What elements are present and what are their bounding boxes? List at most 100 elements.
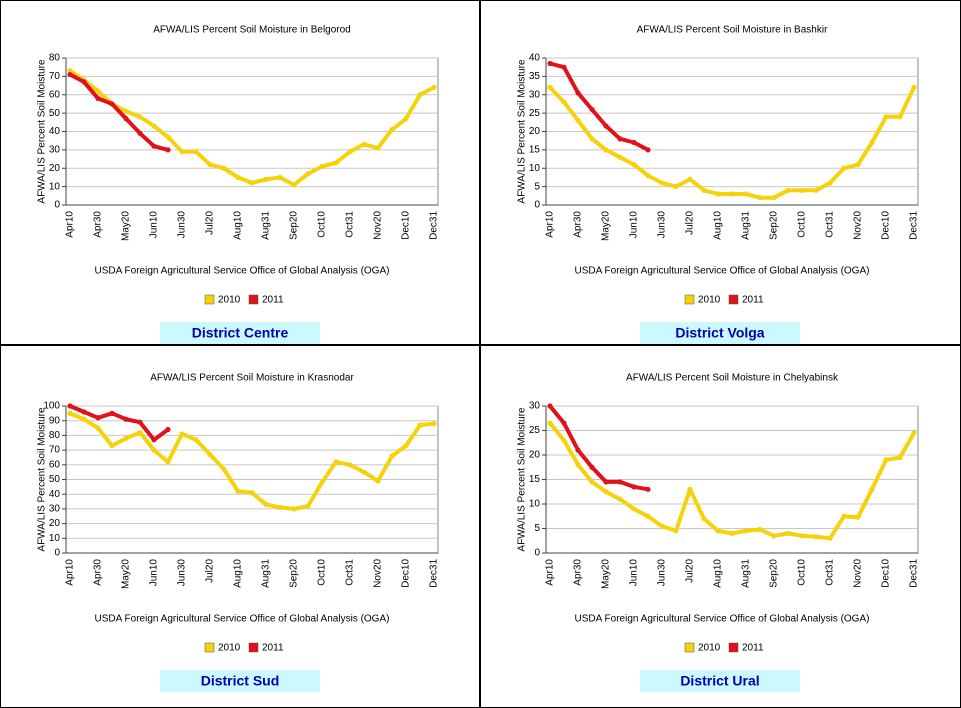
data-point	[109, 101, 115, 107]
data-point	[165, 459, 171, 465]
data-point	[137, 114, 143, 120]
data-point	[883, 114, 889, 120]
data-point	[575, 117, 581, 124]
data-point	[403, 443, 409, 449]
data-point	[575, 447, 581, 453]
district-label: District Sud	[201, 673, 280, 689]
x-tick-label: Apr30	[573, 211, 584, 238]
data-point	[631, 484, 637, 490]
x-tick-label: Aug31	[261, 211, 272, 240]
y-tick-label: 30	[49, 145, 61, 156]
data-point	[869, 486, 875, 492]
x-tick-label: Nov20	[373, 211, 384, 240]
data-point	[687, 486, 693, 492]
data-point	[123, 435, 129, 441]
x-tick-label: Dec31	[909, 559, 920, 588]
x-tick-label: Aug10	[233, 211, 244, 240]
y-tick-label: 0	[54, 548, 60, 559]
data-point	[897, 454, 903, 461]
data-point	[561, 420, 567, 426]
data-point	[123, 416, 129, 422]
data-point	[123, 108, 129, 114]
data-point	[687, 176, 693, 182]
y-tick-label: 30	[49, 504, 61, 515]
district-box	[160, 670, 320, 692]
data-point	[165, 426, 171, 433]
data-point	[291, 506, 297, 512]
y-tick-label: 80	[49, 430, 61, 441]
data-point	[431, 421, 437, 427]
data-point	[547, 60, 553, 67]
data-point	[631, 139, 637, 146]
data-point	[715, 528, 721, 534]
data-point	[347, 149, 353, 155]
x-tick-label: Sep20	[769, 559, 780, 588]
district-label: District Ural	[680, 673, 759, 689]
x-tick-label: Dec10	[881, 559, 892, 588]
data-point	[701, 516, 707, 522]
legend-label: 2010	[698, 295, 721, 306]
data-point	[333, 160, 339, 166]
data-point	[771, 533, 777, 539]
x-tick-label: Aug10	[713, 211, 724, 240]
data-point	[403, 116, 409, 122]
data-point	[389, 453, 395, 459]
data-point	[319, 479, 325, 486]
data-point	[673, 528, 679, 534]
y-axis-label: AFWA/LIS Percent Soil Moisture	[517, 59, 528, 204]
x-tick-label: Jun10	[629, 211, 640, 239]
legend-swatch	[684, 294, 695, 305]
data-point	[547, 84, 553, 90]
x-tick-label: Oct10	[317, 211, 328, 238]
legend-swatch	[684, 642, 695, 653]
data-point	[701, 187, 707, 193]
data-point	[347, 462, 353, 468]
y-tick-label: 30	[529, 89, 541, 100]
data-point	[631, 506, 637, 512]
data-point	[897, 114, 903, 120]
y-tick-label: 10	[49, 533, 61, 544]
x-tick-label: Jun10	[149, 211, 160, 239]
data-point	[673, 184, 679, 190]
chart-title: AFWA/LIS Percent Soil Moisture in Chelya…	[626, 373, 839, 384]
data-point	[911, 430, 917, 436]
data-point	[645, 173, 651, 179]
x-tick-label: Jun30	[177, 211, 188, 239]
legend-swatch	[204, 294, 215, 305]
data-point	[361, 141, 367, 147]
x-tick-label: Sep20	[289, 211, 300, 240]
data-point	[67, 403, 73, 409]
data-point	[221, 165, 227, 171]
x-tick-label: Dec10	[881, 211, 892, 240]
data-point	[263, 176, 269, 182]
data-point	[305, 503, 311, 509]
x-tick-label: Jul20	[205, 211, 216, 235]
data-point	[137, 429, 143, 436]
data-point	[911, 84, 917, 90]
data-point	[617, 479, 623, 485]
data-point	[277, 504, 283, 511]
data-point	[333, 459, 339, 465]
legend-swatch	[728, 642, 739, 653]
y-tick-label: 80	[49, 53, 61, 64]
x-tick-label: Oct31	[825, 559, 836, 586]
x-tick-label: Apr10	[545, 211, 556, 238]
data-point	[743, 528, 749, 534]
district-label: District Centre	[192, 325, 289, 341]
data-point	[67, 68, 73, 74]
chart-panel: AFWA/LIS Percent Soil Moisture in Bashki…	[517, 25, 920, 344]
y-tick-label: 10	[49, 181, 61, 192]
x-tick-label: Apr10	[65, 211, 76, 238]
x-tick-label: Jul20	[685, 559, 696, 583]
data-point	[841, 513, 847, 519]
legend-swatch	[248, 294, 259, 305]
chart-panel: AFWA/LIS Percent Soil Moisture in Belgor…	[37, 25, 440, 344]
x-tick-label: Jun30	[657, 559, 668, 587]
data-point	[617, 496, 623, 502]
x-tick-label: Sep20	[769, 211, 780, 240]
data-point	[431, 84, 437, 90]
data-point	[165, 134, 171, 140]
data-point	[179, 149, 185, 155]
x-tick-label: Oct10	[797, 211, 808, 238]
